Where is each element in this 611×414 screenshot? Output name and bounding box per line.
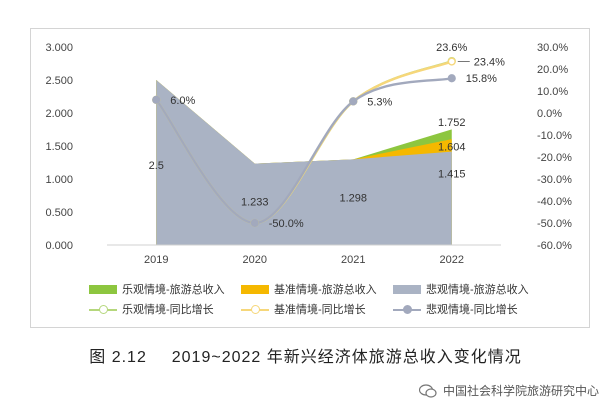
legend-label: 乐观情境-同比增长 <box>122 304 214 316</box>
right-axis-tick-label: 20.0% <box>537 64 568 76</box>
legend-label: 悲观情境-旅游总收入 <box>426 284 529 296</box>
legend-label: 乐观情境-旅游总收入 <box>122 284 225 296</box>
legend-label: 基准情境-同比增长 <box>274 304 366 316</box>
right-axis-tick-label: -30.0% <box>537 174 572 186</box>
line-data-label: 15.8% <box>466 73 497 85</box>
line-point <box>447 74 456 83</box>
line-pessimistic-growth <box>155 77 453 225</box>
chart-svg: 0.000 0.500 1.000 1.500 2.000 2.500 3.000 -60.0… <box>45 42 572 266</box>
legend-swatch <box>89 284 117 294</box>
figure-caption: 图 2.12 2019~2022 年新兴经济体旅游总收入变化情况 <box>0 343 611 367</box>
x-axis-tick-label: 2020 <box>243 254 267 266</box>
right-axis-tick-label: -50.0% <box>537 218 572 230</box>
legend-item-optimistic-growth: 乐观情境-同比增长 <box>89 301 214 317</box>
right-axis-tick-label: -60.0% <box>537 240 572 252</box>
watermark-text: 中国社会科学院旅游研究中心 <box>442 384 599 398</box>
right-axis-tick-label: 10.0% <box>537 86 568 98</box>
right-axis-tick-label: -20.0% <box>537 152 572 164</box>
legend-item-pessimistic-revenue: 悲观情境-旅游总收入 <box>393 281 529 297</box>
area-data-label: 1.604 <box>438 142 466 154</box>
legend-item-pessimistic-growth: 悲观情境-同比增长 <box>393 301 518 317</box>
right-axis-tick-label: -10.0% <box>537 130 572 142</box>
line-point <box>447 57 456 66</box>
area-data-label: 1.233 <box>241 196 269 208</box>
legend-swatch <box>241 284 269 294</box>
left-axis-tick-label: 1.000 <box>45 174 73 186</box>
left-axis-tick-label: 0.000 <box>45 240 73 252</box>
legend-item-optimistic-revenue: 乐观情境-旅游总收入 <box>89 281 225 297</box>
line-data-label: -50.0% <box>269 218 304 230</box>
area-data-label: 2.5 <box>149 160 164 172</box>
line-data-label: 23.6% <box>436 42 467 54</box>
line-data-label: 5.3% <box>367 96 392 108</box>
line-point <box>152 95 161 104</box>
right-axis-tick-label: -40.0% <box>537 196 572 208</box>
legend-label: 基准情境-旅游总收入 <box>274 284 377 296</box>
area-data-label: 1.415 <box>438 169 466 181</box>
right-axis-tick-label: 0.0% <box>537 108 562 120</box>
left-axis-tick-label: 1.500 <box>45 141 73 153</box>
figure-title: 2019~2022 年新兴经济体旅游总收入变化情况 <box>171 349 522 366</box>
x-axis-tick-label: 2021 <box>341 254 365 266</box>
line-data-label: 23.4% <box>474 57 505 69</box>
legend-swatch <box>89 304 117 314</box>
x-axis-tick-label: 2019 <box>144 254 168 266</box>
left-axis-tick-label: 2.500 <box>45 75 73 87</box>
legend-swatch <box>393 304 421 314</box>
x-axis-tick-label: 2022 <box>440 254 464 266</box>
line-point <box>349 97 358 106</box>
line-point <box>250 218 259 228</box>
legend-swatch <box>241 304 269 314</box>
left-axis-tick-label: 0.500 <box>45 207 73 219</box>
area-data-label: 1.752 <box>438 117 466 129</box>
area-pessimistic-revenue <box>156 80 452 245</box>
left-axis-tick-label: 2.000 <box>45 108 73 120</box>
legend-label: 悲观情境-同比增长 <box>426 304 518 316</box>
figure-number: 图 2.12 <box>89 349 147 366</box>
legend-item-baseline-revenue: 基准情境-旅游总收入 <box>241 281 377 297</box>
chart-frame: 0.000 0.500 1.000 1.500 2.000 2.500 3.000 -60.0… <box>30 28 590 328</box>
legend-item-baseline-growth: 基准情境-同比增长 <box>241 301 366 317</box>
legend-swatch <box>393 284 421 294</box>
watermark: 中国社会科学院旅游研究中心 <box>418 382 599 399</box>
right-axis-tick-label: 30.0% <box>537 42 568 54</box>
area-data-label: 1.298 <box>339 192 367 204</box>
left-axis-tick-label: 3.000 <box>45 42 73 54</box>
wechat-logo-icon <box>418 383 437 398</box>
line-data-label: 6.0% <box>170 95 195 107</box>
